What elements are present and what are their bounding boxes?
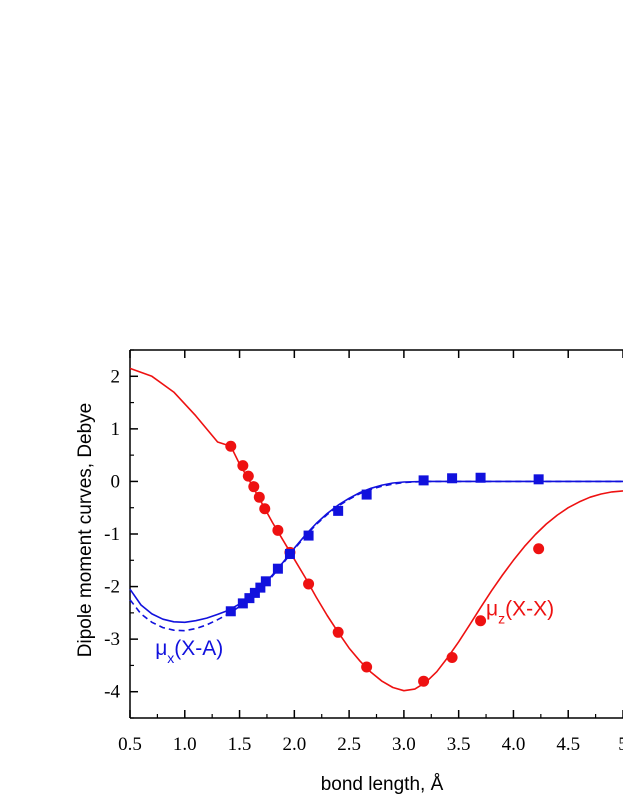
y-tick-label: -1 (104, 524, 120, 545)
y-tick-label: 2 (111, 366, 121, 387)
x-axis-title: bond length, Å (321, 774, 444, 795)
mu-x-point (249, 587, 260, 598)
mu-x-point (225, 606, 236, 617)
y-tick-label: -3 (104, 629, 120, 650)
mu-x-point (237, 598, 248, 609)
mu-z-point (248, 481, 260, 493)
x-tick-label: 2.5 (337, 734, 361, 755)
mu-z-point (361, 661, 373, 673)
mu-x-point (260, 576, 271, 587)
mu-x-point (255, 582, 266, 593)
y-axis-title: Dipole moment curves, Debye (75, 403, 96, 658)
mu-z-point (533, 543, 545, 555)
mu-z-point (225, 440, 237, 452)
mu-z-point (303, 578, 315, 590)
mu-z-point (418, 675, 430, 687)
x-tick-label: 1.5 (228, 734, 252, 755)
mu-z-series-label: μz(X-X) (486, 597, 554, 626)
mu-x-point (418, 475, 429, 486)
x-tick-label: 3.5 (447, 734, 471, 755)
x-tick-label: 4.5 (556, 734, 580, 755)
mu-z-point (253, 491, 265, 503)
mu-x-point (533, 474, 544, 485)
x-tick-label: 4.0 (502, 734, 526, 755)
mu-z-point (272, 524, 284, 536)
y-tick-label: 1 (111, 419, 121, 440)
mu-z-point (332, 626, 344, 638)
mu-z-point (446, 652, 458, 664)
x-tick-label: 1.0 (173, 734, 197, 755)
mu-x-point (361, 489, 372, 500)
mu-x-point (447, 473, 458, 484)
mu-x-point (244, 593, 255, 604)
mu-x-point (475, 472, 486, 483)
y-tick-label: 0 (111, 471, 121, 492)
mu-x-point (272, 563, 283, 574)
x-tick-label: 5 (618, 734, 623, 755)
mu-z-point (237, 460, 249, 472)
mu-z-point (259, 503, 271, 515)
mu-z-point (475, 615, 487, 627)
mu-x-fit-dashed-curve (129, 480, 623, 632)
x-tick-label: 2.0 (282, 734, 306, 755)
mu-x-point (333, 505, 344, 516)
mu-z-point (242, 470, 254, 482)
mu-x-series-label: μx(X-A) (155, 637, 223, 666)
y-tick-label: -4 (104, 682, 120, 703)
mu-x-point (284, 548, 295, 559)
y-tick-label: -2 (104, 577, 120, 598)
x-tick-label: 3.0 (392, 734, 416, 755)
mu-x-point (303, 530, 314, 541)
x-tick-label: 0.5 (118, 734, 142, 755)
